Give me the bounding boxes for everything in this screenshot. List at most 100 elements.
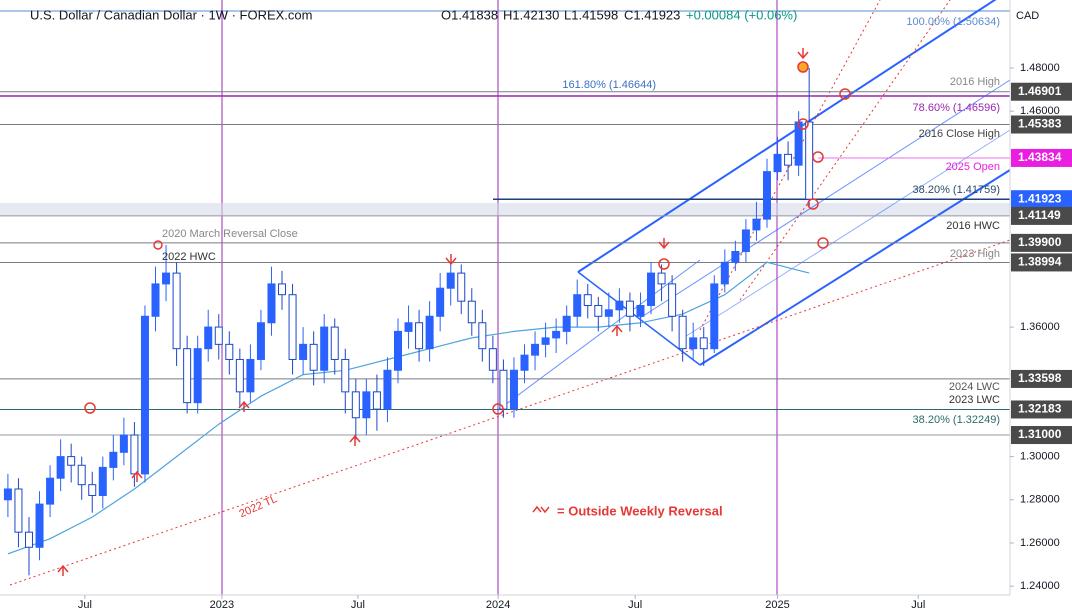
candle-body	[235, 358, 244, 393]
level-label: 1.33598	[1018, 371, 1062, 385]
y-tick-label: 1.48000	[1020, 62, 1060, 74]
marker	[153, 240, 163, 250]
x-tick-label: 2023	[210, 599, 234, 611]
candle-body	[351, 391, 360, 419]
fib-fan	[739, 0, 951, 301]
candle-body	[98, 466, 107, 496]
candle-body	[594, 304, 603, 317]
candle-body	[393, 330, 402, 371]
level-label: 1.46901	[1018, 84, 1062, 98]
candle-body	[383, 369, 392, 410]
level-box	[1011, 206, 1072, 225]
channel-line	[577, 271, 701, 366]
candle-body	[288, 294, 297, 360]
candle-body	[130, 434, 139, 475]
candle-body	[35, 503, 44, 548]
arrow	[57, 564, 69, 576]
channel-line	[699, 169, 1011, 366]
x-tick-label: Jul	[351, 599, 365, 611]
candle-body	[636, 304, 645, 317]
candle-body	[415, 322, 424, 350]
level-label: 1.45383	[1018, 117, 1062, 131]
candle-body	[362, 391, 371, 419]
arrow	[445, 254, 457, 266]
candle-body	[699, 337, 708, 350]
candle-body	[457, 272, 466, 302]
marker	[817, 237, 829, 249]
x-tick-label: Jul	[911, 599, 925, 611]
level-box	[1011, 115, 1072, 134]
candle-body	[731, 251, 740, 263]
x-tick-label: Jul	[628, 599, 642, 611]
candle-body	[710, 283, 719, 350]
candle-body	[77, 464, 86, 486]
candle-body	[204, 326, 213, 350]
candle-body	[299, 343, 308, 360]
candle-body	[467, 300, 476, 324]
annotation: 2020 March Reversal Close	[162, 228, 298, 240]
candle-body	[225, 343, 234, 360]
x-tick-label: 2024	[486, 599, 510, 611]
candle-body	[625, 300, 634, 317]
candle-body	[404, 322, 413, 332]
marks	[3, 68, 814, 576]
candle-body	[720, 261, 729, 285]
annotation: 2025 Open	[946, 161, 1000, 173]
arrow	[349, 434, 361, 446]
marker	[797, 118, 809, 130]
y-tick-label: 1.36000	[1020, 321, 1060, 333]
candle-body	[541, 337, 550, 345]
candle-body	[509, 369, 518, 410]
candle-body	[88, 484, 97, 496]
candle-body	[267, 283, 276, 324]
trend-line	[9, 239, 1011, 586]
candle-body	[615, 300, 624, 311]
candle-body	[741, 229, 750, 253]
candle-body	[499, 369, 508, 410]
candle-body	[531, 343, 540, 356]
candle-body	[604, 309, 613, 317]
annotation: 2016 HWC	[946, 220, 1000, 232]
level-box	[1011, 253, 1072, 272]
candle-body	[109, 451, 118, 468]
arrow	[131, 470, 143, 482]
candle-body	[773, 153, 782, 173]
candle-body	[46, 477, 55, 505]
currency: CAD	[1016, 10, 1039, 22]
candle-body	[647, 272, 656, 306]
candle-body	[583, 294, 592, 306]
level-label: 1.32183	[1018, 402, 1062, 416]
candle-body	[320, 326, 329, 371]
legend-arrows	[532, 505, 550, 514]
annotation: 78.60% (1.46596)	[913, 102, 1000, 114]
candle-body	[784, 153, 793, 166]
annotation: 2016 Close High	[919, 128, 1000, 140]
zone	[0, 203, 1010, 216]
arrow	[611, 324, 623, 336]
level-box	[1011, 233, 1072, 252]
y-tick-label: 1.46000	[1020, 105, 1060, 117]
annotation: 38.20% (1.32249)	[913, 414, 1000, 426]
annotation: 2023 High	[950, 248, 1000, 260]
y-tick-label: 1.28000	[1020, 494, 1060, 506]
annotation: 38.20% (1.41759)	[913, 184, 1000, 196]
candle-body	[341, 358, 350, 393]
annotation: 100.00% (1.50634)	[906, 16, 1000, 28]
candle-body	[214, 326, 223, 345]
level-label: 1.41923	[1018, 191, 1062, 205]
change: +0.00084 (+0.06%)	[686, 7, 797, 22]
candle-body	[14, 488, 23, 533]
y-tick-label: 1.30000	[1020, 451, 1060, 463]
level-box	[1011, 82, 1072, 101]
candle-body	[330, 326, 339, 360]
marker	[797, 61, 809, 73]
annotation: 2024 LWC	[949, 381, 1000, 393]
marker	[812, 151, 824, 163]
y-tick-label: 1.26000	[1020, 537, 1060, 549]
trend-line	[497, 259, 701, 411]
marker	[807, 198, 819, 210]
level-label: 1.39900	[1018, 235, 1062, 249]
candle-body	[678, 315, 687, 350]
